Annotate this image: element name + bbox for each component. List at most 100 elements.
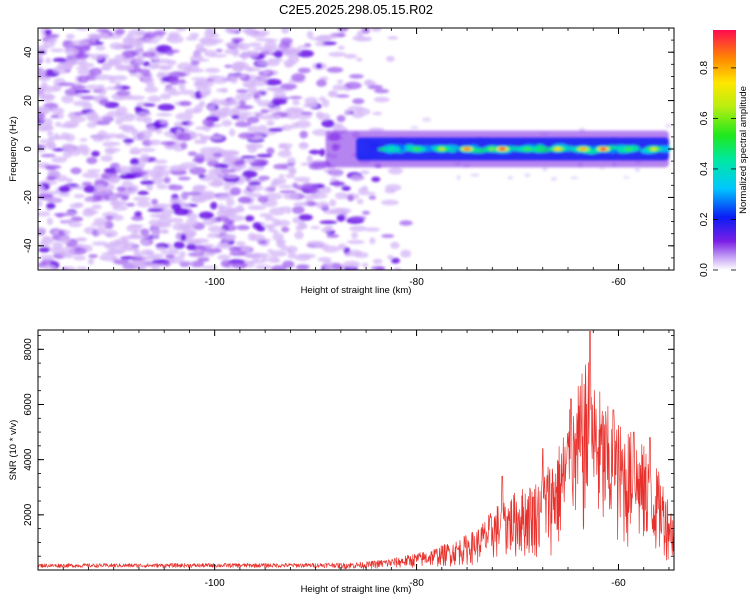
spectrogram-noise-blob [156,165,169,170]
spectrogram-noise-blob [120,116,135,122]
spectrogram-noise-blob [271,180,281,186]
spectrogram-noise-blob [187,151,198,156]
spectrogram-noise-blob [195,47,208,53]
y-tick-label: 4000 [23,448,34,471]
spectrogram-noise-blob [79,138,88,142]
spectrogram-noise-blob [280,83,297,90]
spectrogram-noise-blob [198,211,214,220]
spectrogram-noise-blob [178,79,186,83]
spectrogram-noise-blob [111,200,121,208]
spectrogram-noise-blob [154,58,172,64]
x-tick-label: -100 [205,578,225,589]
spectrogram-noise-blob [287,252,297,259]
spectrogram-noise-blob [189,166,207,175]
spectrogram-noise-blob [200,135,211,141]
spectrogram-noise-blob [81,181,93,187]
spectrogram-noise-blob [156,112,173,117]
spectrogram-noise-blob [230,215,245,222]
spectrogram-noise-blob [93,88,107,93]
spectrogram-noise-blob [124,241,136,246]
spectrogram-noise-blob [253,94,260,99]
spectrogram-noise-blob [100,155,113,162]
spectrogram-noise-blob [271,98,288,105]
spectrogram-noise-blob [300,162,311,166]
spectrogram-noise-blob [260,256,269,263]
spectrogram-noise-blob [233,246,242,251]
spectrogram-noise-blob [87,33,100,41]
spectrogram-noise-blob [230,107,240,114]
spectrogram-noise-blob [237,42,244,48]
spectrogram-noise-blob [288,166,296,175]
spectrogram-noise-blob [323,260,333,268]
spectrogram-noise-blob [70,167,82,175]
spectrogram-noise-blob [385,184,402,192]
spectrogram-noise-blob [255,264,272,270]
spectrogram-noise-blob [215,216,230,221]
spectrogram-noise-blob [272,232,284,242]
x-tick-label: -60 [611,578,626,589]
x-tick-label: -80 [409,277,424,288]
spectrogram-noise-blob [85,111,99,120]
spectrogram-noise-blob [344,109,351,116]
spectrogram-noise-blob [362,210,370,215]
spectrogram-noise-blob [44,164,62,170]
spectrogram-noise-blob [259,213,273,218]
spectrogram-noise-blob [211,75,229,84]
spectrogram-noise-blob [174,147,184,152]
spectrogram-noise-blob [38,53,43,62]
spectrogram-noise-blob [268,127,284,132]
spectrogram-noise-blob [138,147,156,153]
spectrogram-noise-blob [223,186,231,191]
spectrogram-noise-blob [258,175,270,181]
spectrogram-noise-blob [264,192,283,200]
spectrogram-noise-blob [142,73,153,77]
spectrogram-noise-blob [135,115,148,122]
spectrogram-signal-band [325,130,672,168]
spectrogram-noise-blob [192,157,205,163]
spectrogram-noise-blob [200,38,219,47]
spectrogram-noise-blob [242,170,258,178]
spectrogram-noise-blob [50,114,59,119]
spectrogram-noise-blob [265,38,278,43]
spectrogram-noise-blob [160,250,170,255]
colorbar-tick-label: 0.8 [699,61,710,75]
spectrogram-noise-blob [39,254,55,260]
figure-title: C2E5.2025.298.05.15.R02 [279,2,433,17]
spectrogram-noise-blob [176,132,193,142]
spectrogram-noise-blob [237,196,252,204]
spectrogram-noise-blob [224,156,241,162]
signal-peak-core [387,147,395,151]
spectrogram-noise-blob [338,45,345,50]
spectrogram-noise-blob [346,239,365,245]
spectrogram-noise-blob [335,94,350,98]
spectrogram-noise-blob [70,85,87,89]
spectrogram-noise-blob [304,97,319,105]
y-tick-label: 8000 [23,338,34,361]
x-tick-label: -100 [205,277,225,288]
spectrogram-noise-blob [100,67,110,71]
spectrogram-noise-blob [329,168,344,177]
spectrogram-noise-blob [260,75,270,80]
spectrogram-noise-blob [89,67,102,76]
spectrogram-noise-blob [147,63,160,67]
spectrogram-noise-blob [209,53,227,58]
spectrogram-noise-blob [297,67,311,74]
spectrogram-noise-blob [224,48,240,55]
spectrogram-noise-blob [184,108,201,114]
spectrogram-noise-blob [168,184,184,191]
spectrogram-noise-blob [285,173,296,179]
snr-chart: -100 -80 -60 2000 4000 6000 8000 Height of str… [8,329,675,595]
spectrogram-noise-blob [71,40,90,47]
spectrogram-noise-blob [256,225,266,232]
spectrogram-noise-blob [42,264,56,270]
spectrogram-noise-blob [122,263,134,270]
spectrogram-noise-blob [335,192,347,200]
spectrogram-noise-blob [225,28,237,34]
spectrogram-noise-blob [246,66,254,72]
spectrogram-noise-blob [356,198,364,205]
spectrogram-noise-blob [550,176,557,181]
spectrogram-noise-blob [278,143,293,149]
spectrogram-noise-blob [336,115,346,123]
spectrogram-noise-blob [45,176,57,181]
spectrogram-noise-blob [69,203,82,209]
